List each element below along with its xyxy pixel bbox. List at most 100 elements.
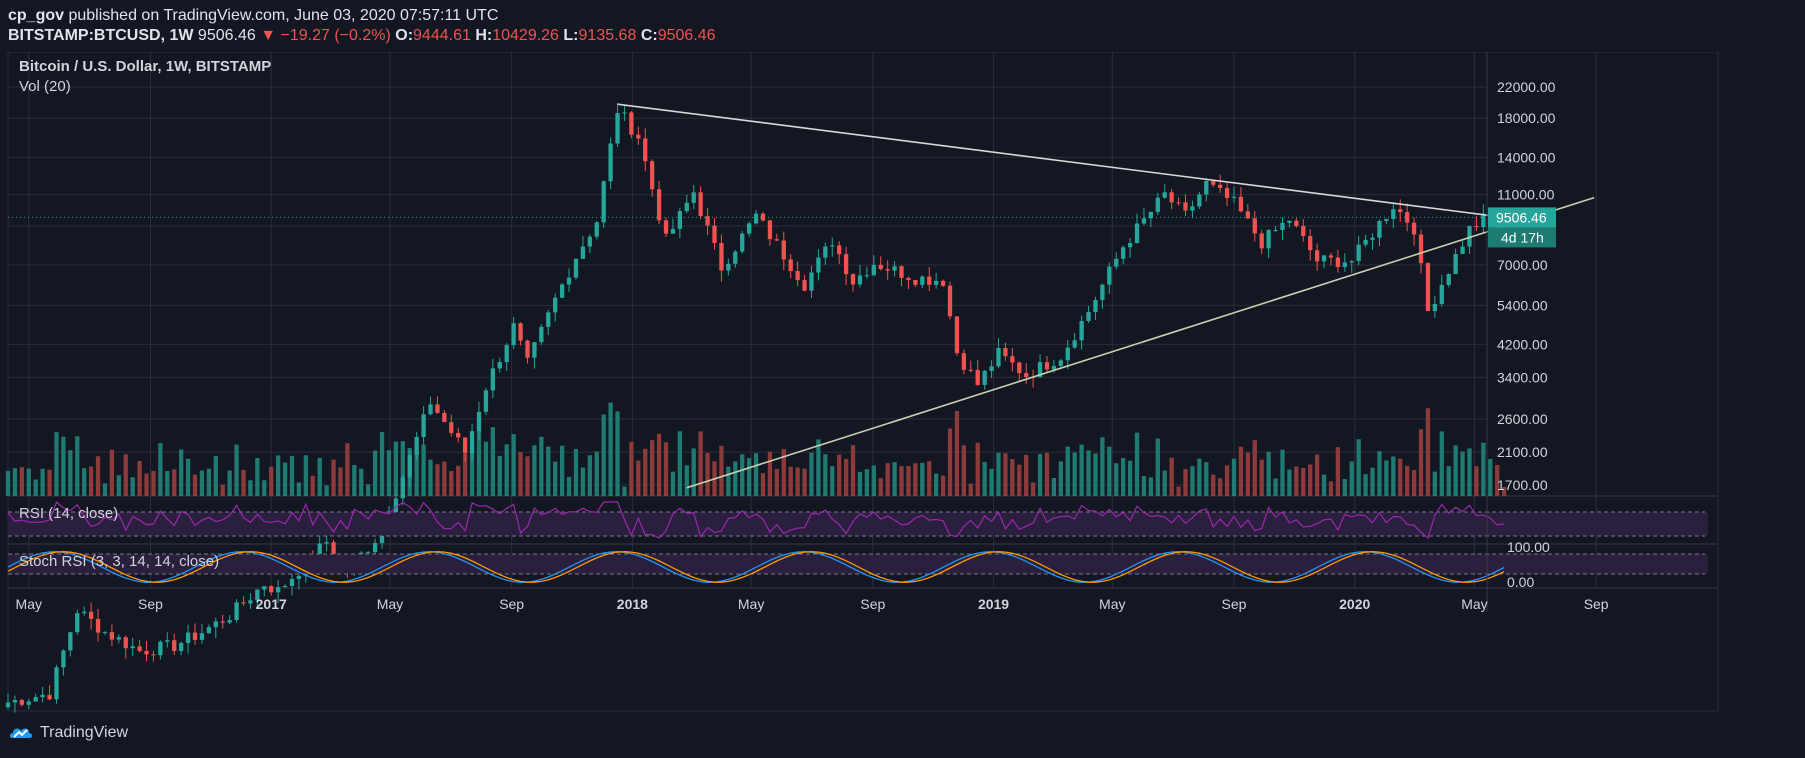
volume-bar: [393, 441, 399, 496]
volume-bar: [823, 454, 828, 496]
candle-body: [47, 694, 52, 700]
volume-bar: [1197, 458, 1202, 496]
volume-bar: [1356, 439, 1361, 496]
candle-body: [1418, 234, 1424, 264]
volume-bar: [1065, 446, 1070, 496]
volume-bar: [1037, 453, 1043, 496]
candle-body: [504, 345, 509, 363]
candle-body: [1024, 373, 1029, 377]
time-axis[interactable]: May Sep 2017 May Sep 2018 May Sep 2019 May Sep 2020…: [16, 596, 1609, 612]
volume-bar: [324, 485, 329, 496]
candle-body: [712, 225, 717, 243]
volume-bar: [366, 484, 371, 496]
volume-bar: [629, 441, 634, 496]
volume-bar: [75, 436, 80, 496]
volume-bar: [241, 469, 246, 496]
volume-bar: [1335, 447, 1341, 496]
countdown-label: 4d 17h: [1501, 229, 1544, 245]
candle-body: [1287, 220, 1292, 223]
symbol-name[interactable]: BITSTAMP:BTCUSD, 1W: [8, 27, 194, 44]
candle-body: [1134, 223, 1140, 244]
candle-body: [601, 181, 606, 223]
volume-bar: [975, 442, 980, 496]
volume-bar: [359, 468, 364, 496]
candle-body: [1051, 365, 1057, 370]
candle-body: [927, 276, 932, 285]
stoch-rsi-label: Stoch RSI (3, 3, 14, 14, close): [19, 553, 219, 570]
candle-body: [518, 323, 523, 341]
last-price: 9506.46: [197, 27, 256, 44]
candle-body: [282, 585, 288, 588]
candle-body: [1114, 258, 1119, 267]
volume-bar: [546, 446, 551, 496]
candle-body: [497, 362, 502, 369]
brand-name[interactable]: TradingView: [40, 724, 129, 741]
candle-body: [1107, 266, 1112, 285]
volume-bar: [1301, 467, 1306, 496]
volume-bar: [636, 460, 641, 496]
candle-body: [1169, 192, 1174, 203]
candle-body: [1079, 320, 1084, 341]
trendlines[interactable]: [617, 103, 1595, 489]
volume-bar: [497, 455, 502, 496]
volume-bar: [1127, 460, 1133, 496]
grid: [8, 52, 1718, 589]
volume-bar: [906, 466, 911, 496]
candle-body: [871, 264, 876, 276]
candle-body: [68, 632, 73, 651]
volume-bar: [1294, 466, 1299, 496]
volume-bar: [1155, 438, 1160, 496]
volume-bar: [54, 432, 59, 496]
candle-body: [234, 602, 239, 621]
volume-bar: [663, 442, 669, 496]
price-tick-label: 14000.00: [1497, 149, 1556, 165]
candle-body: [275, 587, 281, 593]
volume-bar: [1342, 478, 1347, 496]
volume-bar: [1488, 458, 1493, 496]
volume-bar: [746, 458, 752, 496]
candle-body: [12, 699, 18, 703]
volume-bar: [1024, 454, 1029, 496]
volume-bar: [1238, 446, 1244, 496]
author-name[interactable]: cp_gov: [8, 7, 65, 24]
candle-body: [809, 272, 814, 291]
candle-body: [795, 271, 800, 281]
volume-bar: [1245, 452, 1250, 496]
candle-body: [109, 632, 115, 640]
candles[interactable]: [5, 103, 1507, 713]
volume-bar: [913, 463, 918, 496]
volume-bar: [1169, 457, 1174, 496]
candle-body: [691, 192, 696, 203]
candle-body: [1342, 262, 1347, 268]
price-tick-label: 2100.00: [1497, 444, 1548, 460]
candle-body: [940, 280, 946, 286]
candle-body: [241, 602, 246, 604]
volume-bar: [518, 452, 523, 496]
volume-bar: [1051, 478, 1057, 496]
volume-bar: [878, 478, 883, 496]
stoch-d-line: [7, 551, 1505, 583]
volume-bar: [920, 462, 925, 496]
candle-body: [1100, 284, 1105, 300]
volume-bar: [303, 455, 308, 496]
volume-bar: [1467, 448, 1472, 496]
candle-body: [165, 640, 170, 642]
volume-bar: [587, 455, 592, 496]
candle-body: [740, 233, 745, 252]
volume-bar: [88, 466, 94, 496]
price-axis[interactable]: 1700.00 2100.00 2600.00 3400.00 4200.00 5400.…: [1486, 52, 1556, 612]
candle-body: [414, 437, 419, 456]
candle-body: [75, 613, 80, 633]
volume-bar: [698, 431, 703, 496]
volume-bar: [885, 463, 890, 496]
candle-body: [719, 242, 724, 271]
volume-bar: [601, 414, 606, 496]
volume-bar: [830, 466, 835, 496]
volume-bar: [275, 455, 281, 496]
candle-body: [1155, 197, 1160, 212]
price-chart[interactable]: 1700.00 2100.00 2600.00 3400.00 4200.00 5400.…: [0, 52, 1805, 718]
candle-body: [608, 143, 613, 182]
candle-body: [400, 477, 405, 499]
volume-bar: [400, 441, 405, 496]
volume-bar: [753, 453, 759, 496]
